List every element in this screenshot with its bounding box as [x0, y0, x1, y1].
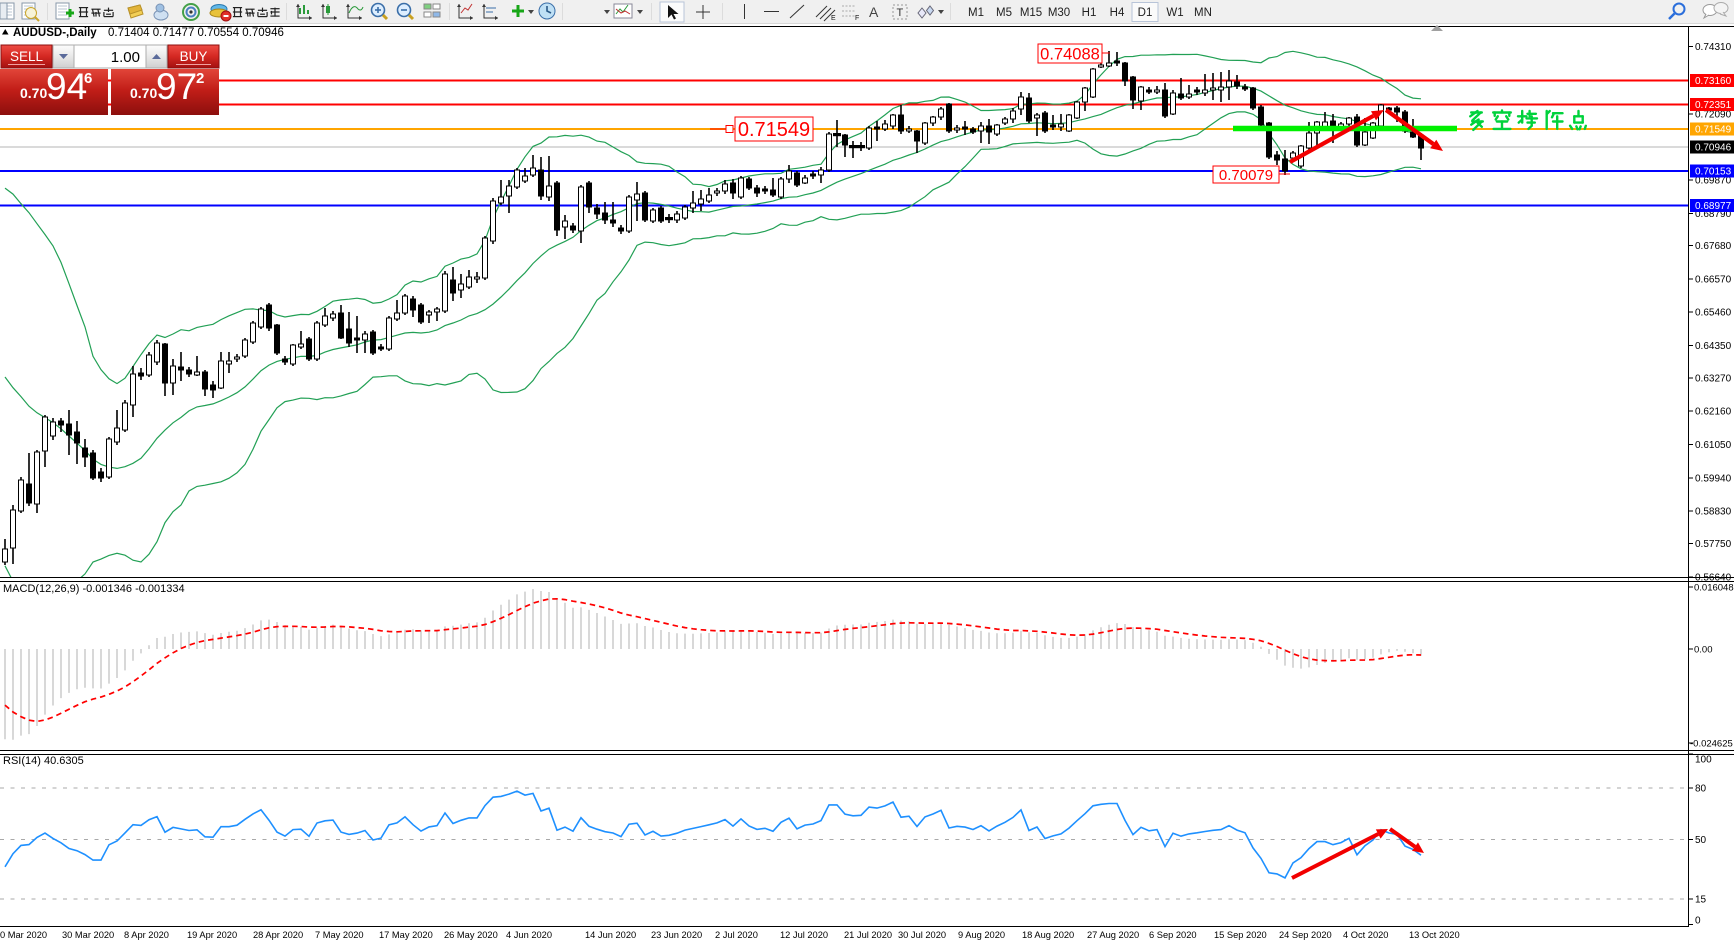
svg-text:18 Aug 2020: 18 Aug 2020 — [1022, 930, 1074, 940]
svg-text:H4: H4 — [1110, 7, 1125, 19]
svg-text:12 Jul 2020: 12 Jul 2020 — [780, 930, 828, 940]
svg-text:0.56640: 0.56640 — [1695, 573, 1732, 584]
svg-text:0.64350: 0.64350 — [1695, 341, 1732, 352]
svg-text:27 Aug 2020: 27 Aug 2020 — [1087, 930, 1139, 940]
svg-text:0.00: 0.00 — [1694, 645, 1713, 656]
svg-text:W1: W1 — [1166, 7, 1183, 19]
svg-text:26 May 2020: 26 May 2020 — [444, 930, 498, 940]
svg-text:0.70: 0.70 — [130, 85, 157, 101]
svg-text:94: 94 — [46, 66, 87, 107]
svg-text:E: E — [831, 15, 836, 22]
svg-text:4 Jun 2020: 4 Jun 2020 — [506, 930, 552, 940]
svg-text:0.57750: 0.57750 — [1695, 539, 1732, 550]
svg-text:A: A — [869, 4, 879, 20]
svg-text:30 Mar 2020: 30 Mar 2020 — [62, 930, 114, 940]
svg-text:SELL: SELL — [10, 49, 44, 64]
svg-text:AUDUSD-,Daily: AUDUSD-,Daily — [13, 27, 97, 39]
svg-text:13 Oct 2020: 13 Oct 2020 — [1409, 930, 1460, 940]
svg-text:2 Jul 2020: 2 Jul 2020 — [715, 930, 758, 940]
svg-text:15 Sep 2020: 15 Sep 2020 — [1214, 930, 1267, 940]
svg-text:0.59940: 0.59940 — [1695, 474, 1732, 485]
svg-text:0.69870: 0.69870 — [1695, 176, 1732, 187]
svg-text:0.62160: 0.62160 — [1695, 407, 1732, 418]
svg-text:0.71549: 0.71549 — [738, 119, 810, 141]
svg-text:-0.024625: -0.024625 — [1690, 739, 1733, 750]
svg-text:0.61050: 0.61050 — [1695, 440, 1732, 451]
svg-text:0.74310: 0.74310 — [1695, 42, 1732, 53]
svg-text:0.74088: 0.74088 — [1040, 45, 1100, 63]
svg-text:D1: D1 — [1138, 7, 1153, 19]
svg-text:0.58830: 0.58830 — [1695, 507, 1732, 518]
svg-text:M5: M5 — [996, 7, 1012, 19]
svg-text:0.70: 0.70 — [20, 85, 47, 101]
svg-text:BUY: BUY — [180, 49, 208, 64]
svg-text:MN: MN — [1194, 7, 1212, 19]
svg-text:7 May 2020: 7 May 2020 — [315, 930, 364, 940]
svg-text:0.71549: 0.71549 — [1695, 125, 1732, 136]
svg-text:80: 80 — [1695, 784, 1707, 795]
svg-text:RSI(14) 40.6305: RSI(14) 40.6305 — [3, 755, 84, 767]
svg-text:19 Apr 2020: 19 Apr 2020 — [187, 930, 237, 940]
svg-text:15: 15 — [1695, 895, 1707, 906]
svg-text:1.00: 1.00 — [111, 49, 140, 66]
svg-text:6 Sep 2020: 6 Sep 2020 — [1149, 930, 1197, 940]
svg-text:30 Jul 2020: 30 Jul 2020 — [898, 930, 946, 940]
svg-text:T: T — [897, 7, 904, 19]
svg-text:0.70153: 0.70153 — [1695, 167, 1732, 178]
svg-text:0.70946: 0.70946 — [1695, 143, 1732, 154]
svg-text:28 Apr 2020: 28 Apr 2020 — [253, 930, 303, 940]
svg-text:0: 0 — [1695, 916, 1701, 927]
svg-text:100: 100 — [1695, 755, 1712, 766]
svg-text:24 Sep 2020: 24 Sep 2020 — [1279, 930, 1332, 940]
svg-text:F: F — [855, 15, 859, 22]
svg-text:21 Jul 2020: 21 Jul 2020 — [844, 930, 892, 940]
svg-text:0.68977: 0.68977 — [1695, 201, 1732, 212]
svg-text:0.67680: 0.67680 — [1695, 241, 1732, 252]
svg-text:4 Oct 2020: 4 Oct 2020 — [1343, 930, 1388, 940]
svg-text:M1: M1 — [968, 7, 984, 19]
svg-text:0.63270: 0.63270 — [1695, 374, 1732, 385]
svg-text:9 Aug 2020: 9 Aug 2020 — [958, 930, 1005, 940]
svg-text:0.72351: 0.72351 — [1695, 100, 1732, 111]
svg-text:0.016048: 0.016048 — [1694, 583, 1734, 594]
svg-text:14 Jun 2020: 14 Jun 2020 — [585, 930, 636, 940]
svg-text:MACD(12,26,9) -0.001346 -0.001: MACD(12,26,9) -0.001346 -0.001334 — [3, 583, 185, 595]
svg-text:6: 6 — [84, 70, 92, 87]
svg-text:0.66570: 0.66570 — [1695, 275, 1732, 286]
svg-text:M30: M30 — [1048, 7, 1070, 19]
svg-text:8 Apr 2020: 8 Apr 2020 — [124, 930, 169, 940]
svg-text:0.65460: 0.65460 — [1695, 308, 1732, 319]
svg-text:0.68790: 0.68790 — [1695, 209, 1732, 220]
svg-text:0.70079: 0.70079 — [1219, 167, 1273, 184]
svg-text:0.72090: 0.72090 — [1695, 110, 1732, 121]
svg-text:0 Mar 2020: 0 Mar 2020 — [0, 930, 47, 940]
svg-text:97: 97 — [156, 66, 197, 107]
svg-text:M15: M15 — [1020, 7, 1042, 19]
svg-text:2: 2 — [196, 70, 204, 87]
svg-text:23 Jun 2020: 23 Jun 2020 — [651, 930, 702, 940]
svg-text:17 May 2020: 17 May 2020 — [379, 930, 433, 940]
svg-text:0.71404 0.71477 0.70554 0.7094: 0.71404 0.71477 0.70554 0.70946 — [108, 27, 284, 39]
svg-text:50: 50 — [1695, 835, 1707, 846]
svg-text:0.73160: 0.73160 — [1695, 76, 1732, 87]
svg-text:H1: H1 — [1082, 7, 1097, 19]
